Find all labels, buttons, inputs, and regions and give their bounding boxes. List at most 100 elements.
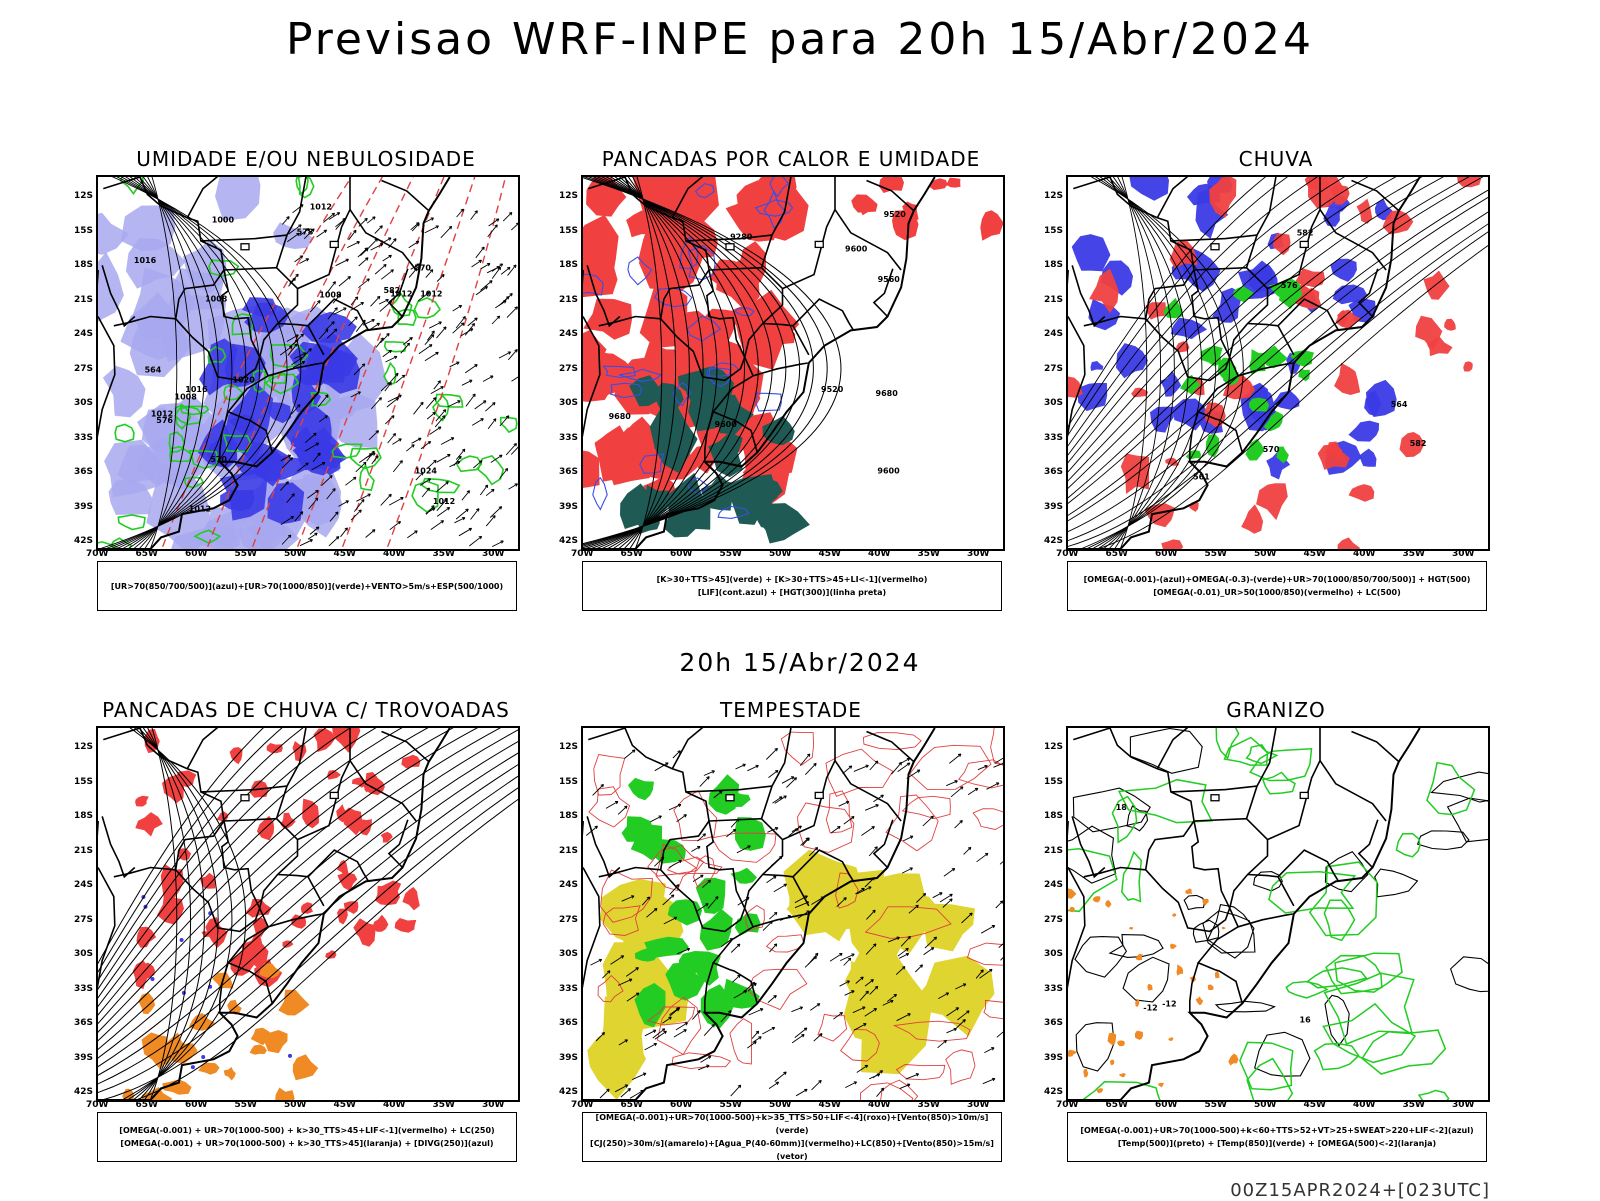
lon-tick-label: 55W [235, 549, 257, 559]
wind-arrow [861, 827, 874, 836]
wind-arrow [354, 499, 364, 511]
lat-tick-label: 39S [74, 1053, 93, 1063]
omega-weak-cell [1359, 449, 1376, 467]
wind-arrow [733, 975, 741, 982]
lon-tick-label: 50W [284, 549, 306, 559]
lake-marker [330, 792, 338, 798]
wind-arrow [347, 242, 359, 248]
contour-label: 582 [1410, 439, 1427, 448]
wind-arrow [465, 323, 474, 335]
lat-tick-label: 30S [559, 949, 578, 959]
lat-tick-label: 12S [559, 742, 578, 752]
wind-arrow [1000, 856, 1003, 864]
border-line [1072, 816, 1105, 876]
border-line [187, 728, 224, 769]
lake-marker [1211, 244, 1219, 250]
lon-tick-label: 45W [1304, 1100, 1326, 1110]
border-line [672, 728, 709, 769]
lat-tick-label: 30S [74, 949, 93, 959]
border-line [201, 786, 287, 792]
legend-line: [OMEGA(-0.001)+UR>70(1000-500)+k<60+TTS>… [1068, 1124, 1486, 1137]
thunder-red-cell [342, 808, 362, 836]
lat-tick-label: 39S [1044, 502, 1063, 512]
contour-label: 9680 [609, 412, 632, 421]
contour-label: 564 [145, 365, 162, 374]
map-frame [96, 726, 520, 1102]
streamlines-250-line [98, 728, 518, 1033]
omega500-cell [1170, 944, 1177, 949]
wind-arrow [762, 1027, 775, 1034]
wind-arrow [425, 352, 439, 361]
lon-tick-label: 35W [918, 549, 940, 559]
omega500-cell [1110, 1060, 1114, 1066]
wind-arrow [870, 761, 878, 770]
panel-title: PANCADAS POR CALOR E UMIDADE [561, 147, 1021, 171]
temp500-contours-line [1123, 957, 1169, 1002]
precip-water-contours-line [903, 796, 951, 818]
wind-arrow [419, 345, 432, 354]
convection-li-cell [583, 450, 600, 489]
wind-arrow [508, 265, 517, 276]
lat-tick-label: 39S [559, 502, 578, 512]
lon-tick-label: 55W [720, 549, 742, 559]
humidity-low-level-line [118, 515, 145, 530]
lon-tick-label: 30W [482, 1100, 504, 1110]
lat-tick-label: 36S [74, 467, 93, 477]
contour-label: 9600 [845, 245, 868, 254]
contour-label: 1024 [415, 466, 438, 475]
wind-arrow [466, 394, 475, 406]
wind-arrow [506, 443, 516, 455]
lon-tick-label: 65W [621, 549, 643, 559]
wind-arrow [906, 1074, 919, 1080]
temp500-contours-line [1418, 831, 1469, 850]
lon-tick-label: 65W [1106, 549, 1128, 559]
lon-tick-label: 40W [868, 1100, 890, 1110]
precip-water-contours-line [886, 795, 938, 851]
wind-arrow [618, 806, 627, 814]
lon-tick-label: 65W [621, 1100, 643, 1110]
wind-arrow [475, 401, 486, 409]
temp500-contours-line [1075, 937, 1126, 978]
wind-arrow [351, 510, 361, 520]
wind-arrow [981, 926, 995, 934]
lon-tick-label: 45W [334, 549, 356, 559]
lon-tick-label: 50W [769, 1100, 791, 1110]
border-line [1352, 732, 1399, 775]
lat-tick-label: 33S [74, 984, 93, 994]
temp850-contours [1068, 728, 1475, 1100]
run-time-label: 00Z15APR2024+[023UTC] [1230, 1180, 1490, 1201]
wind-arrow [700, 777, 710, 787]
contour-label: 1000 [212, 216, 235, 225]
wind-arrow [430, 427, 442, 435]
lat-tick-label: 42S [1044, 1087, 1063, 1097]
omega-weak-cell [1091, 361, 1104, 371]
lon-tick-label: 35W [433, 1100, 455, 1110]
contour-label: 1008 [205, 295, 228, 304]
wind-arrow [786, 778, 796, 788]
wind-arrow [769, 1082, 779, 1089]
wind-arrow [393, 461, 402, 472]
humidity-low-level-line [385, 342, 406, 352]
contour-label: 582 [384, 286, 401, 295]
lon-tick-label: 40W [383, 1100, 405, 1110]
humidity-light-cell [215, 177, 260, 221]
lat-tick-label: 36S [559, 1018, 578, 1028]
wind-arrow [731, 944, 740, 953]
contour-label: 570 [1263, 445, 1280, 454]
wind-arrow [453, 305, 462, 311]
wind-arrow [389, 498, 403, 506]
wind-arrow [481, 264, 490, 269]
wind-arrow [434, 381, 441, 390]
wind-arrow [367, 217, 375, 223]
wind-arrow [944, 868, 955, 876]
omega-humid-cell [1463, 361, 1473, 371]
wind-arrow [915, 965, 922, 972]
lon-tick-label: 70W [1056, 1100, 1078, 1110]
wind-arrow [317, 230, 327, 237]
wind-arrow [476, 287, 488, 295]
wind-arrow [371, 244, 383, 250]
lat-tick-label: 18S [1044, 260, 1063, 270]
temp850-contours-line [1122, 852, 1142, 901]
